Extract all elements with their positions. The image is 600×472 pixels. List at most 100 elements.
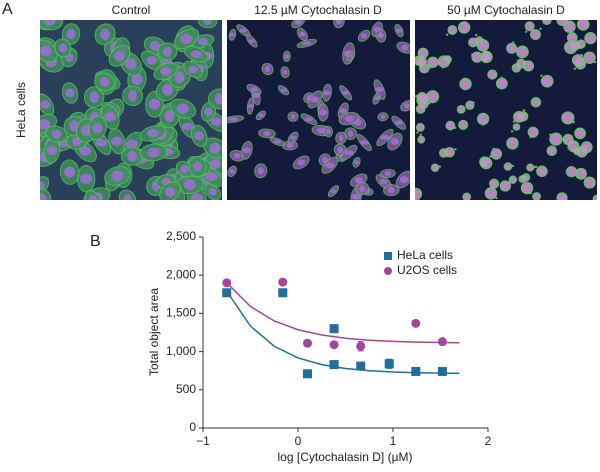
debris — [462, 109, 466, 113]
cell — [484, 187, 498, 200]
point — [411, 318, 421, 328]
debris — [593, 60, 597, 64]
nucleus — [401, 44, 409, 51]
cell — [512, 123, 521, 131]
point — [411, 366, 421, 376]
cell — [495, 77, 508, 90]
debris — [525, 64, 528, 68]
cell — [447, 25, 458, 35]
cell — [511, 63, 522, 73]
nucleus — [188, 65, 198, 74]
debris — [532, 98, 536, 102]
nucleus — [127, 150, 138, 162]
x-tick-label: −1 — [196, 434, 210, 448]
cell — [480, 50, 493, 64]
debris — [523, 47, 527, 50]
nucleus — [344, 150, 354, 156]
debris — [495, 196, 498, 200]
cell — [490, 148, 502, 160]
nucleus — [197, 37, 208, 45]
nucleus — [128, 90, 138, 102]
debris — [441, 66, 445, 69]
nucleus — [65, 88, 75, 98]
cell — [444, 146, 455, 158]
cell — [546, 145, 558, 157]
cell — [499, 180, 511, 192]
nucleus — [40, 193, 47, 200]
debris — [510, 130, 514, 133]
nucleus — [246, 104, 255, 108]
debris — [495, 182, 498, 185]
debris — [429, 66, 432, 69]
nucleus — [190, 50, 202, 59]
debris — [529, 135, 532, 139]
cell — [465, 100, 475, 110]
debris — [472, 101, 475, 104]
cell — [561, 111, 575, 125]
debris — [509, 144, 512, 147]
nucleus — [299, 31, 306, 37]
debris — [470, 53, 474, 56]
nucleus — [163, 46, 172, 57]
debris — [595, 198, 597, 200]
legend-label: HeLa cells — [397, 248, 453, 262]
nucleus — [228, 117, 238, 122]
debris — [493, 70, 497, 73]
nucleus — [294, 20, 302, 25]
point — [437, 366, 447, 376]
nucleus — [310, 96, 320, 103]
debris — [574, 39, 577, 42]
nucleus — [330, 189, 337, 194]
cell — [576, 20, 590, 31]
nucleus — [209, 159, 221, 170]
nucleus — [394, 120, 403, 125]
micrograph — [227, 20, 410, 200]
x-tick-label: 2 — [485, 434, 492, 448]
nucleus — [164, 186, 176, 197]
nucleus — [282, 69, 288, 75]
nucleus — [190, 193, 203, 200]
nucleus — [125, 139, 139, 149]
nucleus — [95, 139, 108, 147]
nucleus — [150, 40, 161, 51]
nucleus — [100, 28, 110, 40]
nucleus — [258, 113, 264, 118]
x-tick-label: 0 — [295, 434, 302, 448]
nucleus — [286, 142, 294, 149]
nucleus — [374, 96, 380, 101]
nucleus — [51, 129, 62, 139]
nucleus — [64, 166, 76, 178]
nucleus — [347, 130, 354, 138]
nucleus — [396, 28, 402, 33]
nucleus — [146, 129, 159, 138]
debris — [540, 74, 543, 77]
nucleus — [229, 169, 235, 174]
nucleus — [104, 112, 117, 122]
y-tick-label: 2,000 — [166, 267, 196, 281]
debris — [589, 148, 592, 151]
debris — [524, 30, 528, 33]
nucleus — [273, 139, 281, 144]
debris — [575, 144, 579, 148]
cell — [576, 39, 586, 49]
nucleus — [40, 100, 51, 109]
debris — [582, 20, 584, 21]
nucleus — [111, 170, 124, 182]
legend-label: U2OS cells — [397, 263, 457, 277]
point — [356, 361, 366, 371]
cell — [562, 133, 574, 146]
nucleus — [387, 186, 395, 194]
debris — [521, 66, 524, 69]
nucleus — [374, 87, 385, 93]
cell — [520, 181, 534, 195]
nucleus — [250, 87, 258, 92]
nucleus — [88, 195, 98, 200]
nucleus — [399, 176, 409, 184]
nucleus — [43, 20, 56, 26]
cell — [527, 126, 539, 138]
point — [437, 337, 447, 347]
cell — [575, 167, 587, 180]
debris — [433, 99, 436, 102]
cell — [584, 31, 597, 45]
nucleus — [180, 34, 193, 44]
